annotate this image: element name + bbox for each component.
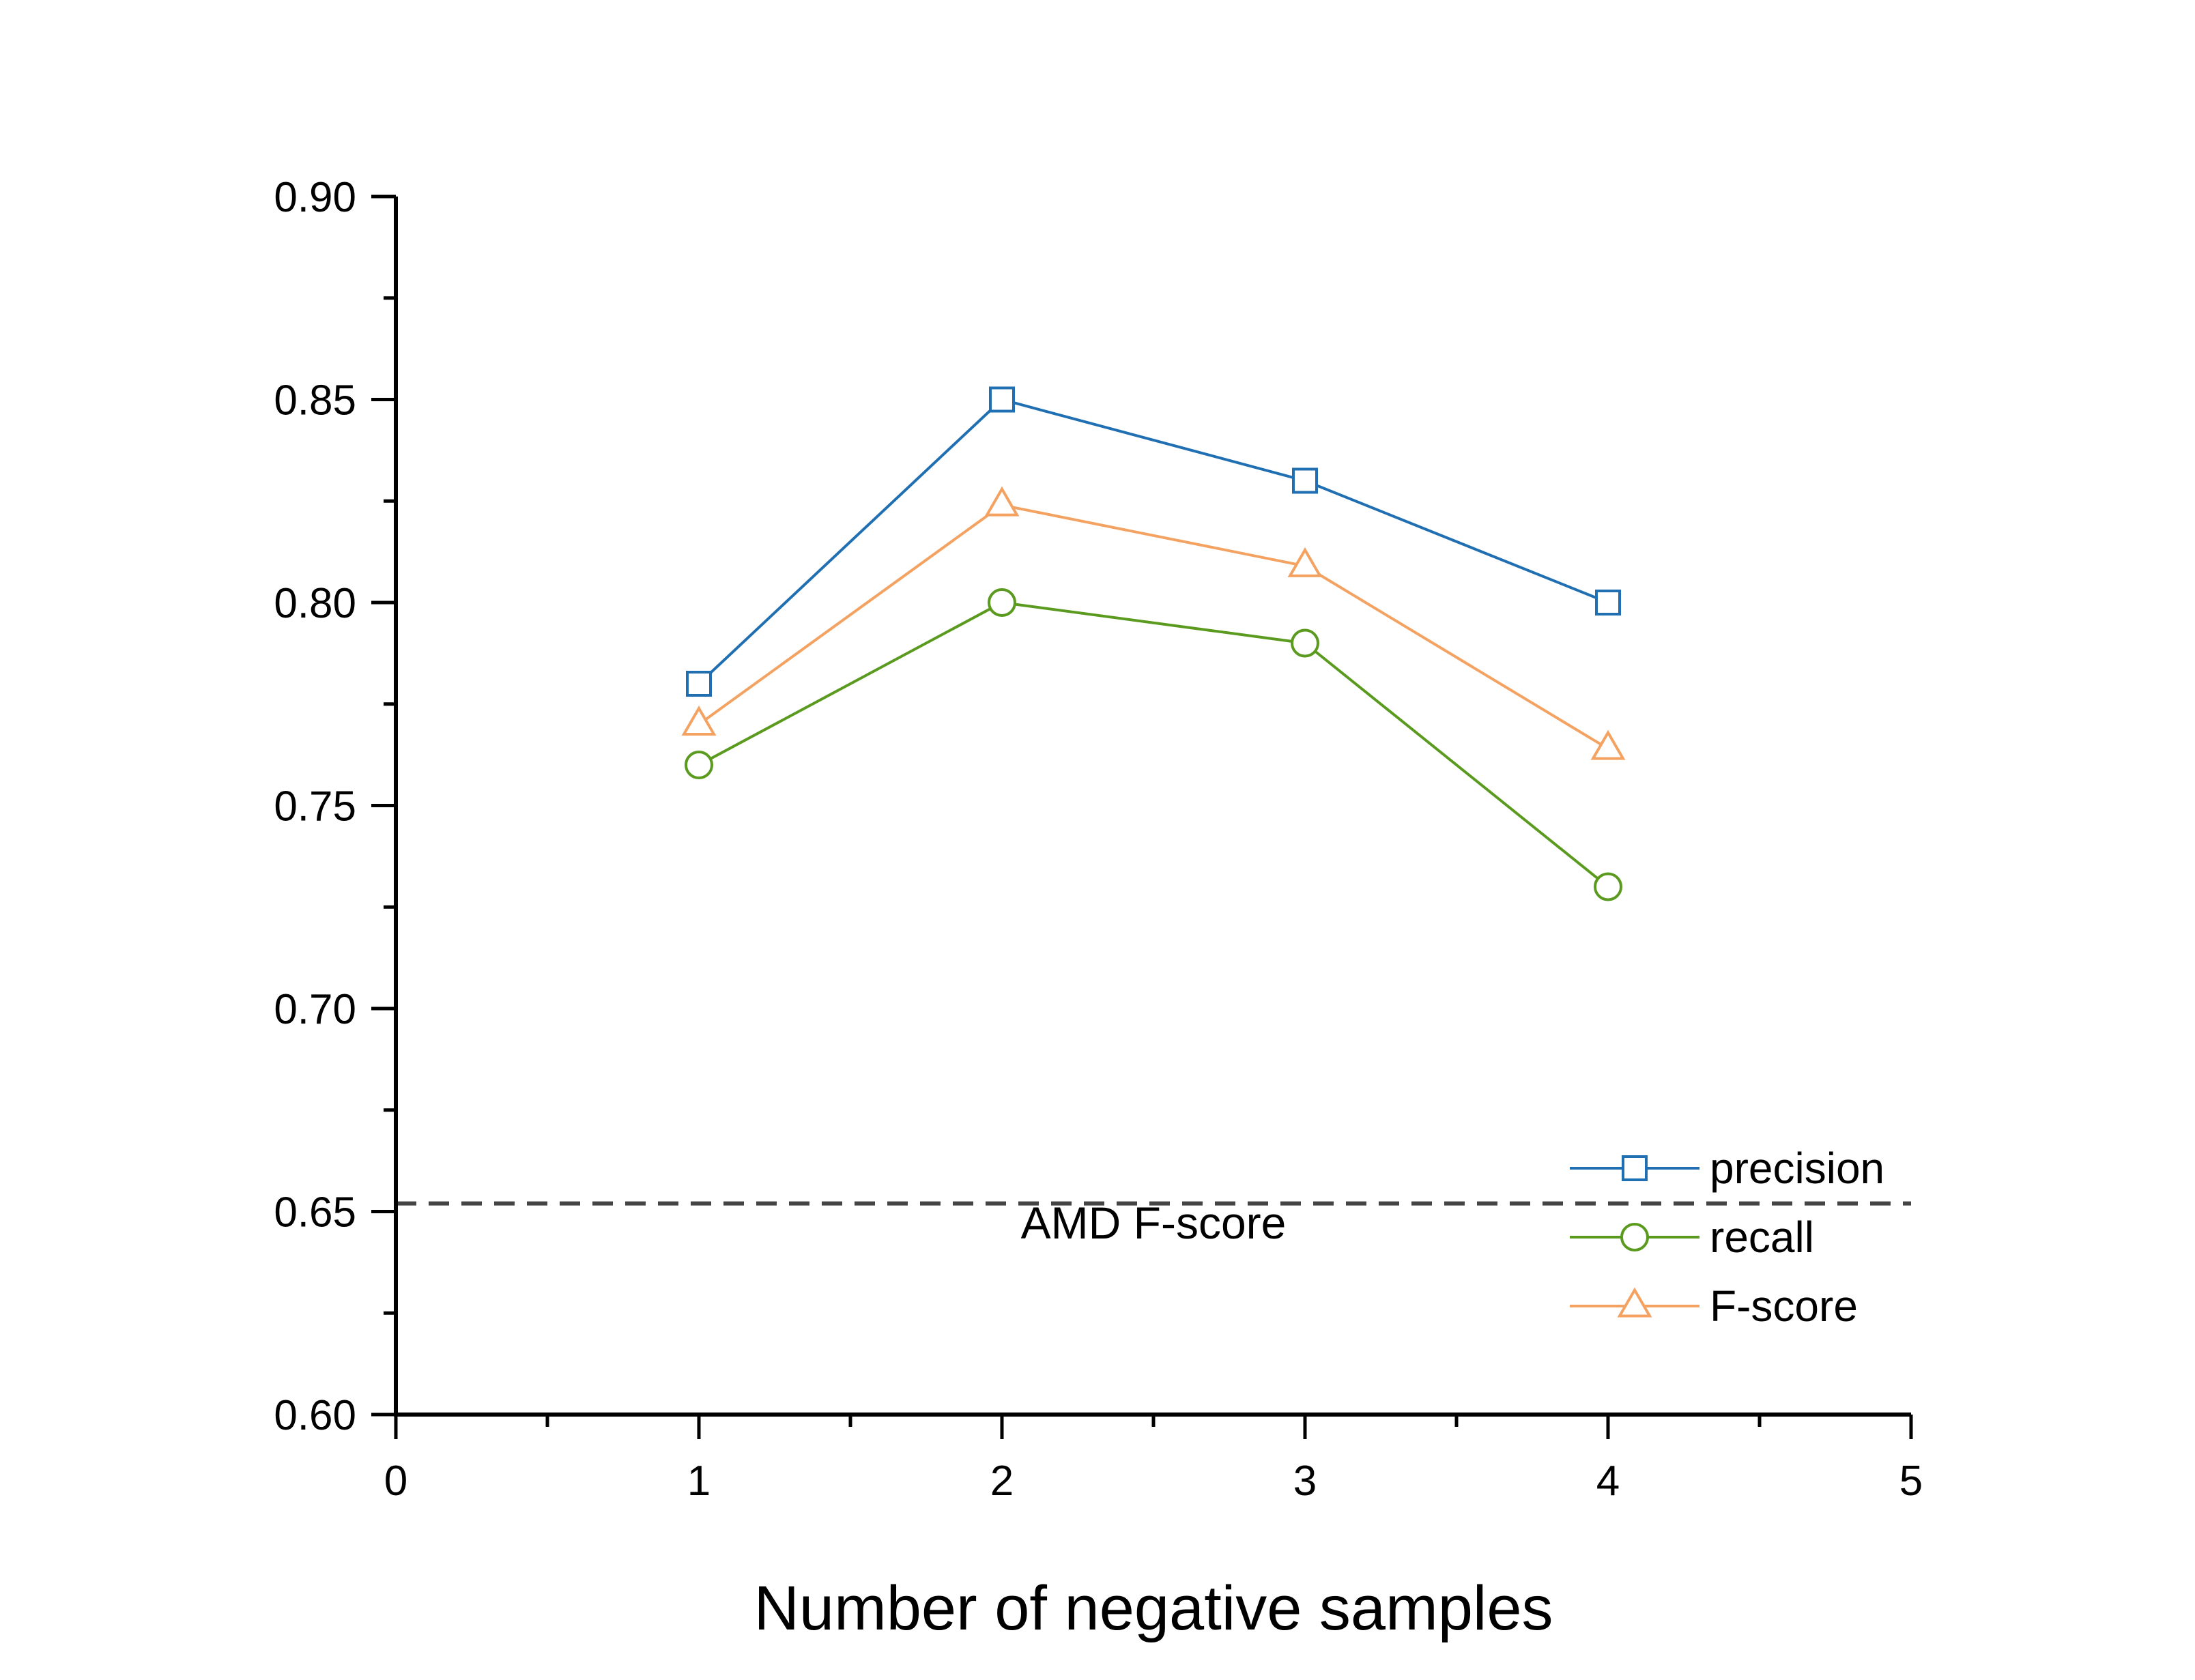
series-line-precision (698, 398, 1609, 685)
legend: precision recall F-score (1570, 1144, 1884, 1331)
legend-label: F-score (1710, 1281, 1858, 1331)
legend-item-recall: recall (1570, 1213, 1814, 1262)
data-point-f-score (681, 705, 717, 736)
y-tick-label: 0.80 (274, 580, 356, 627)
x-tick-label: 3 (1293, 1458, 1317, 1505)
y-tick-label: 0.60 (274, 1392, 356, 1439)
legend-item-precision: precision (1570, 1144, 1884, 1193)
legend-label: recall (1710, 1213, 1814, 1262)
data-point-f-score (1590, 729, 1626, 760)
legend-marker (1617, 1287, 1652, 1318)
y-tick-label: 0.85 (274, 377, 356, 424)
y-tick-label: 0.90 (274, 174, 356, 221)
y-tick-label: 0.75 (274, 783, 356, 830)
axes (394, 197, 1911, 1417)
tick-labels: 0.60 0.65 0.70 0.75 0.80 0.85 0.90 0 1 2 3 4 5 (274, 174, 1923, 1505)
legend-marker (1622, 1155, 1648, 1181)
x-tick-label: 4 (1596, 1458, 1620, 1505)
data-point-recall (988, 588, 1016, 617)
data-point-precision (1595, 590, 1621, 615)
data-point-precision (989, 386, 1015, 413)
series-line-f-score (698, 504, 1609, 750)
x-tick-label: 1 (687, 1458, 711, 1505)
data-point-precision (686, 671, 712, 697)
series-line-recall (698, 600, 1609, 888)
series-group (681, 386, 1626, 901)
x-axis-title: Number of negative samples (754, 1574, 1553, 1643)
legend-marker (1620, 1223, 1649, 1251)
y-tick-label: 0.65 (274, 1189, 356, 1236)
data-point-precision (1292, 467, 1318, 494)
data-point-f-score (984, 486, 1020, 517)
data-point-recall (685, 751, 713, 779)
x-tick-label: 5 (1899, 1458, 1923, 1505)
y-tick-label: 0.70 (274, 986, 356, 1033)
data-point-f-score (1287, 547, 1323, 577)
legend-label: precision (1710, 1144, 1884, 1193)
data-point-recall (1291, 628, 1319, 658)
x-tick-label: 0 (384, 1458, 407, 1505)
legend-item-f-score: F-score (1570, 1281, 1858, 1331)
data-point-recall (1594, 872, 1622, 901)
reference-line-label: AMD F-score (1021, 1198, 1287, 1248)
x-tick-label: 2 (990, 1458, 1014, 1505)
